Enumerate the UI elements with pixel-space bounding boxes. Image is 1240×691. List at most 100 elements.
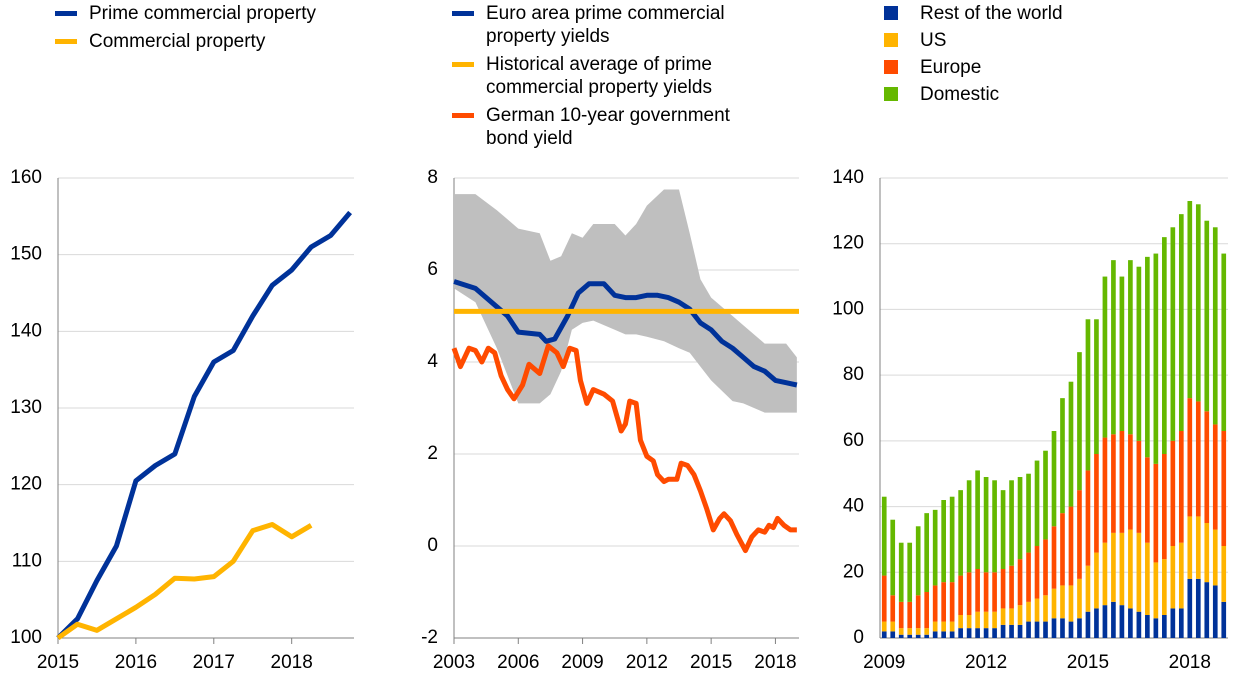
bar-segment xyxy=(1043,595,1048,622)
bar-segment xyxy=(1077,578,1082,619)
bar-segment xyxy=(1212,227,1218,425)
bar-segment xyxy=(1085,611,1091,638)
x-tick-label: 2018 xyxy=(754,652,796,673)
bar-segment xyxy=(924,634,930,638)
bar-segment xyxy=(1162,615,1167,638)
x-tick-label: 2015 xyxy=(690,652,732,673)
bar-segment xyxy=(1187,578,1193,638)
bar-segment xyxy=(1145,615,1150,638)
legend-entry: US xyxy=(882,29,1182,52)
bar-segment xyxy=(1009,608,1014,625)
bar-segment xyxy=(1145,256,1150,458)
bar-segment xyxy=(1094,319,1099,454)
bar-segment xyxy=(1017,477,1023,560)
bar-segment xyxy=(1178,431,1184,543)
legend-label: German 10-year government bond yield xyxy=(486,105,730,149)
legend: Rest of the world US Europe Domestic xyxy=(882,2,1182,110)
bar-segment xyxy=(949,496,955,583)
bar-segment xyxy=(890,519,896,596)
bar-segment xyxy=(1204,523,1210,583)
bar-segment xyxy=(1111,532,1116,602)
bar-segment xyxy=(1077,352,1082,491)
bar-segment xyxy=(1221,601,1227,638)
legend-label: Domestic xyxy=(920,84,1000,105)
bar-segment xyxy=(1178,542,1184,609)
y-tick-label: -2 xyxy=(421,627,438,648)
bar-segment xyxy=(1043,450,1048,540)
bar-segment xyxy=(983,572,989,612)
bar-segment xyxy=(1094,552,1099,609)
line-series xyxy=(453,279,798,388)
bar-segment xyxy=(1204,411,1210,523)
bar-segment xyxy=(1094,608,1099,638)
legend-key xyxy=(55,39,77,44)
bar-segment xyxy=(992,611,997,629)
bar-segment xyxy=(983,611,989,629)
bar-segment xyxy=(932,585,938,622)
bar-segment xyxy=(1068,585,1074,622)
bar-segment xyxy=(1221,431,1227,546)
y-tick-label: 0 xyxy=(427,535,438,556)
bar-segment xyxy=(1085,319,1091,471)
bar-segment xyxy=(1051,588,1057,619)
bar-segment xyxy=(907,634,913,638)
x-tick-label: 2017 xyxy=(193,652,235,673)
bar-segment xyxy=(1077,490,1082,579)
bar-segment xyxy=(1017,605,1023,625)
legend-label: Euro area prime commercial property yiel… xyxy=(486,3,725,47)
bar-segment xyxy=(941,631,946,638)
bar-segment xyxy=(1136,611,1142,638)
bar-segment xyxy=(915,526,921,596)
y-tick-label: 2 xyxy=(427,443,438,464)
bar-segment xyxy=(1017,559,1023,606)
bar-segment xyxy=(1128,608,1133,638)
bar-segment xyxy=(966,615,972,629)
bar-segment xyxy=(1068,381,1074,507)
legend-entry: Commercial property xyxy=(55,30,355,53)
line-series xyxy=(56,522,313,641)
bar-segment xyxy=(924,513,930,592)
x-tick-label: 2003 xyxy=(433,652,475,673)
legend-key xyxy=(55,11,77,16)
bar-segment xyxy=(949,631,955,638)
bar-segment xyxy=(1153,562,1159,619)
bar-segment xyxy=(975,470,980,569)
bar-segment xyxy=(1077,618,1082,638)
bar-segment xyxy=(1136,532,1142,612)
legend-label: US xyxy=(920,30,947,51)
legend-label: Prime commercial property xyxy=(89,3,316,24)
x-tick-label: 2015 xyxy=(37,652,79,673)
bar-segment xyxy=(1026,473,1031,553)
y-tick-label: 140 xyxy=(10,320,42,341)
legend-entry: Domestic xyxy=(882,83,1182,106)
bar-segment xyxy=(949,582,955,622)
bar-segment xyxy=(1111,260,1116,435)
bar-segment xyxy=(932,621,938,632)
bar-segment xyxy=(1221,546,1227,602)
bar-segment xyxy=(1094,454,1099,553)
bar-segment xyxy=(1102,542,1108,606)
bar-segment xyxy=(881,575,887,622)
bar-segment xyxy=(1051,526,1057,589)
bar-segment xyxy=(1060,398,1065,514)
bar-segment xyxy=(966,628,972,638)
bar-segment xyxy=(1034,460,1040,546)
bar-segment xyxy=(941,500,946,583)
legend-key xyxy=(884,87,898,101)
bar-segment xyxy=(898,601,904,629)
y-tick-label: 60 xyxy=(843,430,864,451)
bar-segment xyxy=(966,572,972,615)
legend-entry: Euro area prime commercial property yiel… xyxy=(452,2,752,48)
y-tick-label: 6 xyxy=(427,259,438,280)
bar-segment xyxy=(924,592,930,629)
bar-segment xyxy=(966,480,972,573)
bar-segment xyxy=(1119,276,1125,431)
bar-segment xyxy=(1204,220,1210,412)
bar-segment xyxy=(958,575,963,615)
bar-segment xyxy=(890,621,896,632)
bar-segment xyxy=(1026,552,1031,602)
legend-entry: Europe xyxy=(882,56,1182,79)
bar-segment xyxy=(1009,624,1014,638)
bar-segment xyxy=(1026,601,1031,622)
